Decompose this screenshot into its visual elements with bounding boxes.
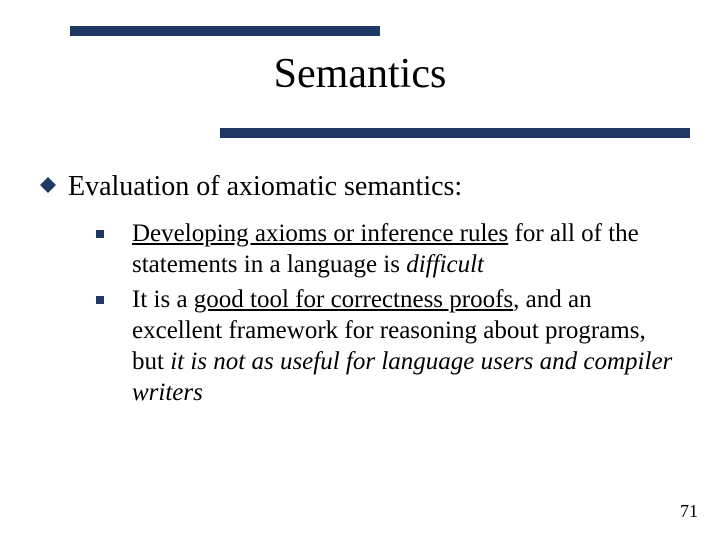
level2-text: Developing axioms or inference rules for… bbox=[132, 218, 680, 280]
slide-title: Semantics bbox=[0, 50, 720, 98]
square-bullet-icon bbox=[96, 218, 132, 243]
slide: Semantics Evaluation of axiomatic semant… bbox=[0, 0, 720, 540]
slide-body: Evaluation of axiomatic semantics: Devel… bbox=[40, 170, 680, 412]
bullet-level1: Evaluation of axiomatic semantics: bbox=[40, 170, 680, 204]
bullet-level2: Developing axioms or inference rules for… bbox=[96, 218, 680, 280]
diamond-bullet-icon bbox=[40, 170, 68, 193]
square-bullet-icon bbox=[96, 284, 132, 309]
decorative-rule-bottom bbox=[220, 128, 690, 138]
bullet-level2: It is a good tool for correctness proofs… bbox=[96, 284, 680, 408]
page-number: 71 bbox=[680, 501, 698, 522]
level1-text: Evaluation of axiomatic semantics: bbox=[68, 170, 462, 204]
level2-text: It is a good tool for correctness proofs… bbox=[132, 284, 680, 408]
decorative-rule-top bbox=[70, 26, 380, 36]
sub-bullets: Developing axioms or inference rules for… bbox=[96, 218, 680, 408]
